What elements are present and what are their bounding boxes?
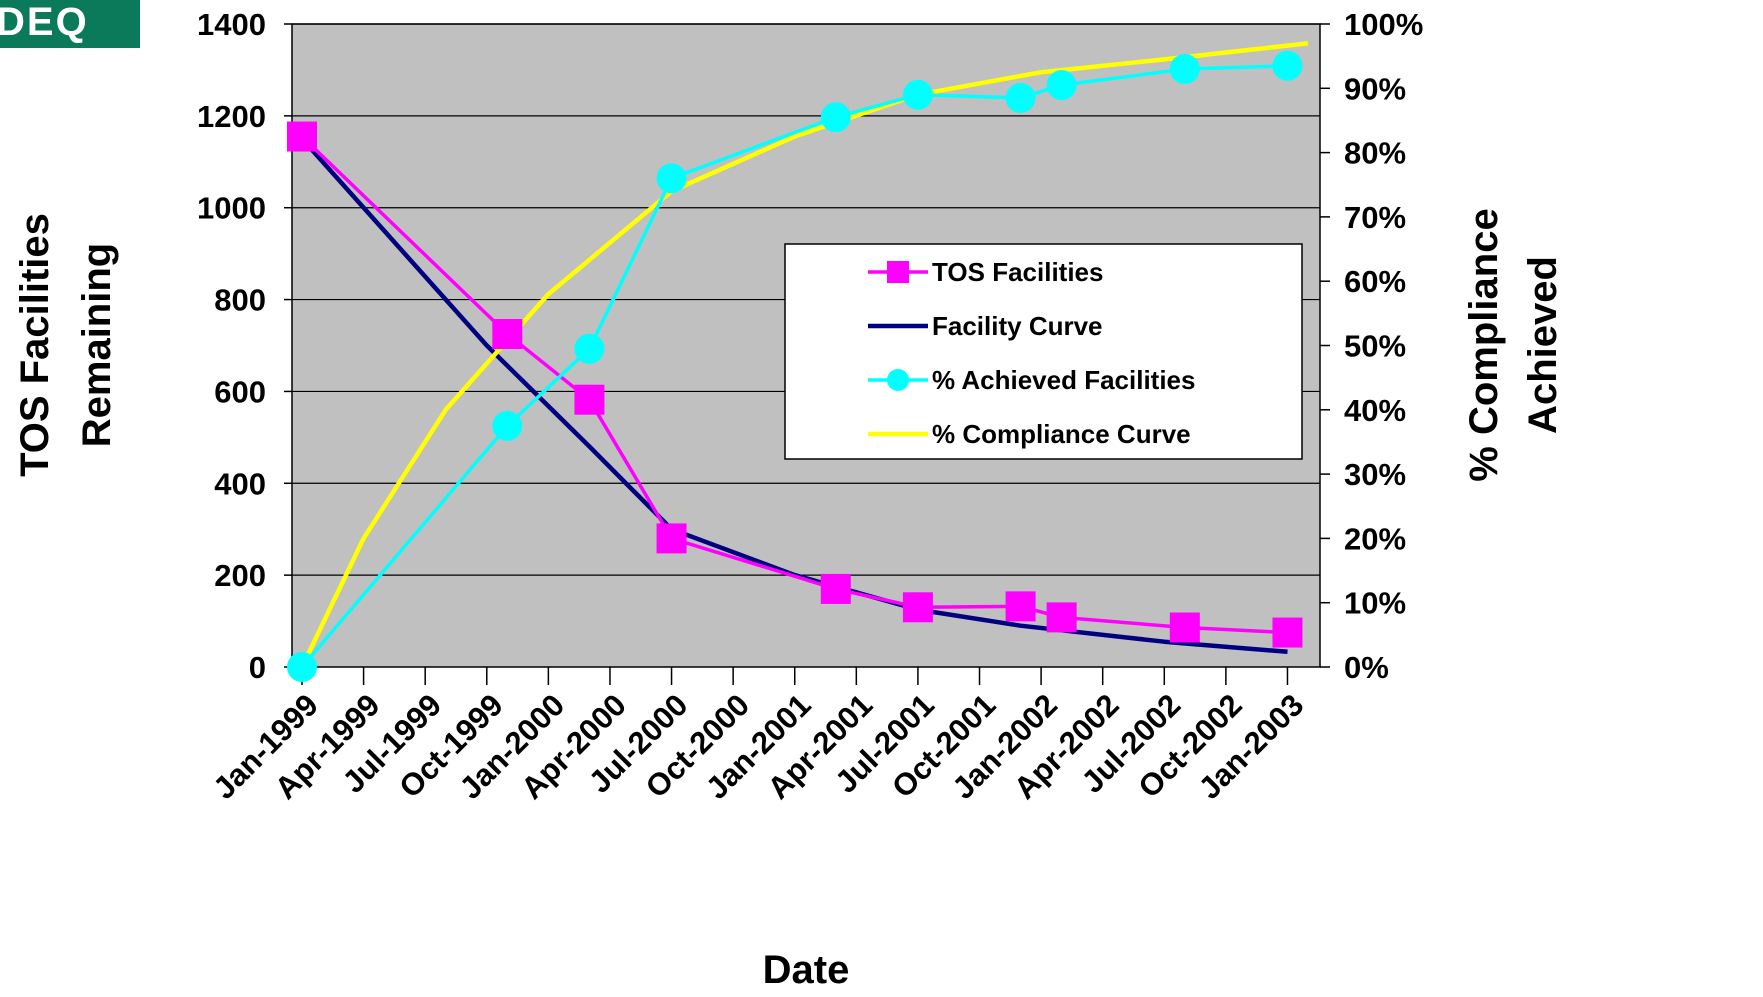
right-tick-label-6: 60%: [1344, 264, 1406, 299]
tos-facilities-point-2: [574, 384, 605, 415]
left-tick-label-1: 200: [214, 558, 266, 593]
left-tick-label-2: 400: [214, 466, 266, 501]
pct-achieved-facilities-point-8: [1169, 54, 1200, 85]
pct-achieved-facilities-line: [300, 64, 1288, 669]
tos-facilities-point-5: [902, 592, 933, 623]
left-tick-label-6: 1200: [197, 99, 266, 134]
right-tick-label-7: 70%: [1344, 200, 1406, 235]
right-tick-label-4: 40%: [1344, 393, 1406, 428]
pct-achieved-facilities-point-7: [1046, 70, 1077, 101]
left-tick-label-0: 0: [249, 650, 266, 685]
tos-facilities-point-8: [1169, 612, 1200, 643]
right-tick-label-8: 80%: [1344, 136, 1406, 171]
tos-facilities-point-4: [820, 573, 851, 604]
left-tick-label-3: 600: [214, 374, 266, 409]
pct-achieved-facilities-point-3: [656, 163, 687, 194]
legend-label-0: TOS Facilities: [932, 257, 1103, 287]
tos-facilities-point-0: [287, 121, 317, 152]
right-tick-label-10: 100%: [1344, 7, 1423, 42]
pct-achieved-facilities-point-9: [1272, 50, 1303, 81]
right-tick-label-2: 20%: [1344, 521, 1406, 556]
left-axis-title-line-1: TOS Facilities: [13, 213, 57, 477]
legend-label-3: % Compliance Curve: [932, 419, 1191, 449]
pct-achieved-facilities-point-1: [492, 410, 523, 441]
series-layer: [287, 41, 1309, 682]
pct-achieved-facilities-point-4: [820, 102, 851, 133]
right-tick-label-5: 50%: [1344, 329, 1406, 364]
tos-facilities-line: [300, 135, 1288, 635]
pct-achieved-facilities-point-5: [902, 79, 933, 110]
legend-label-2: % Achieved Facilities: [932, 365, 1195, 395]
deq-logo: DEQ: [0, 0, 140, 48]
right-axis-title-line-2: Achieved: [1521, 256, 1565, 434]
legend-swatch-marker-0: [887, 261, 909, 283]
x-axis-title: Date: [763, 948, 850, 992]
pct-achieved-facilities-point-2: [574, 333, 605, 364]
tos-facilities-point-1: [492, 319, 523, 350]
right-tick-label-0: 0%: [1344, 650, 1389, 685]
left-tick-label-7: 1400: [197, 7, 266, 42]
right-tick-label-1: 10%: [1344, 586, 1406, 621]
legend-label-1: Facility Curve: [932, 311, 1103, 341]
legend: TOS Facilities Facility Curve % Achieved F…: [784, 243, 1303, 460]
tos-facilities-point-6: [1005, 591, 1036, 622]
left-tick-label-5: 1000: [197, 191, 266, 226]
tos-facilities-point-3: [656, 523, 687, 554]
legend-swatch-marker-2: [887, 369, 909, 391]
legend-box: [784, 243, 1303, 460]
axes: [284, 23, 1330, 685]
left-axis-title-line-2: Remaining: [75, 243, 119, 447]
right-axis-title-line-1: % Compliance: [1462, 208, 1506, 481]
left-tick-label-4: 800: [214, 283, 266, 318]
logo-text: DEQ: [0, 0, 89, 44]
right-tick-label-3: 30%: [1344, 457, 1406, 492]
tos-facilities-point-9: [1272, 617, 1303, 648]
right-tick-label-9: 90%: [1344, 71, 1406, 106]
pct-compliance-curve-line: [299, 41, 1309, 668]
pct-achieved-facilities-point-0: [287, 652, 317, 682]
pct-achieved-facilities-point-6: [1005, 82, 1036, 113]
tos-facilities-point-7: [1046, 602, 1077, 633]
